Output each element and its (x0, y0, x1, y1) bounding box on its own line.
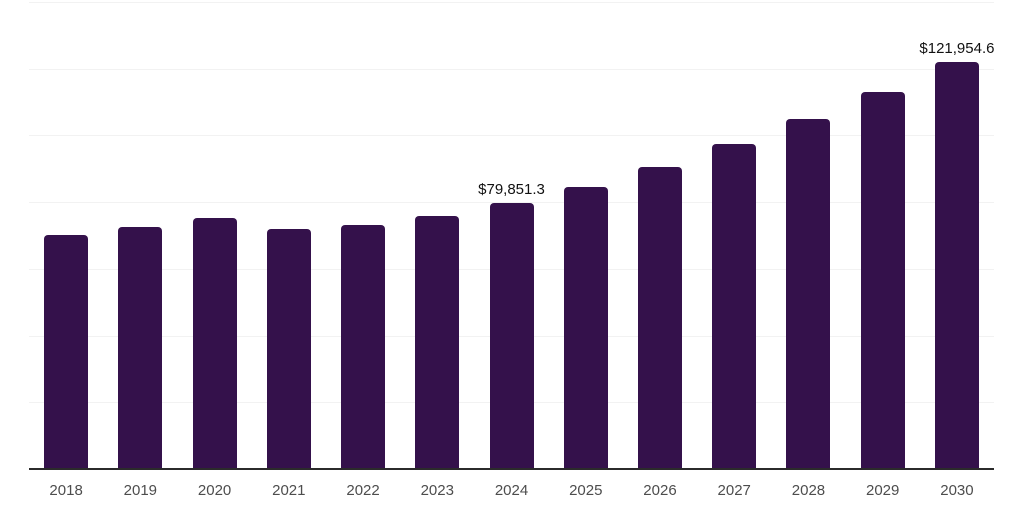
x-axis-label-2022: 2022 (346, 482, 380, 499)
x-axis-label-2018: 2018 (49, 482, 83, 499)
bar-2022 (341, 225, 386, 469)
bar-2026 (637, 166, 682, 469)
data-label-2024: $79,851.3 (478, 180, 545, 198)
x-axis-label-2023: 2023 (420, 482, 454, 499)
x-axis-label-2019: 2019 (123, 482, 158, 499)
bar-band-2018 (29, 2, 103, 469)
bar-band-2022 (326, 2, 400, 469)
x-axis-label-2028: 2028 (791, 482, 826, 499)
bar-band-2020 (177, 2, 251, 469)
bar-2030 (934, 62, 979, 469)
x-axis-label-2030: 2030 (940, 482, 974, 499)
bar-band-2023 (400, 2, 474, 469)
gridline (29, 68, 994, 70)
bar-2020 (192, 217, 237, 469)
bar-2024 (489, 202, 534, 469)
bar-2018 (44, 235, 89, 469)
bar-2027 (712, 143, 757, 469)
bar-band-2021 (252, 2, 326, 469)
x-axis-labels: 2018 2019 2020 2021 2022 2023 2024 2025 2026 2027… (29, 482, 994, 499)
x-axis-label-2026: 2026 (643, 482, 677, 499)
bar-band-2030: $121,954.6 (919, 2, 995, 469)
x-axis-label-2029: 2029 (866, 482, 900, 499)
gridline (29, 2, 994, 3)
bars-row: $79,851.3 $121,954.6 (29, 2, 994, 469)
bar-band-2025 (549, 2, 623, 469)
bar-2029 (860, 92, 905, 469)
x-axis-label-2025: 2025 (569, 482, 603, 499)
x-axis-label-2021: 2021 (272, 482, 306, 499)
bar-band-2026 (623, 2, 697, 469)
bar-2025 (563, 186, 608, 469)
x-axis-label-2024: 2024 (494, 482, 529, 499)
x-axis-label-2027: 2027 (717, 482, 751, 499)
bar-2028 (786, 118, 831, 469)
bar-band-2027 (697, 2, 771, 469)
gridline (29, 135, 994, 137)
bar-band-2029 (846, 2, 920, 469)
bar-band-2019 (103, 2, 177, 469)
plot-area: $79,851.3 $121,954.6 (29, 2, 994, 470)
data-label-2030: $121,954.6 (919, 40, 995, 58)
bar-band-2024: $79,851.3 (474, 2, 548, 469)
bar-2023 (415, 216, 460, 469)
x-axis-line (29, 468, 994, 470)
bar-band-2028 (771, 2, 845, 469)
x-axis-label-2020: 2020 (197, 482, 232, 499)
bar-2021 (266, 228, 311, 469)
bar-2019 (118, 226, 163, 469)
